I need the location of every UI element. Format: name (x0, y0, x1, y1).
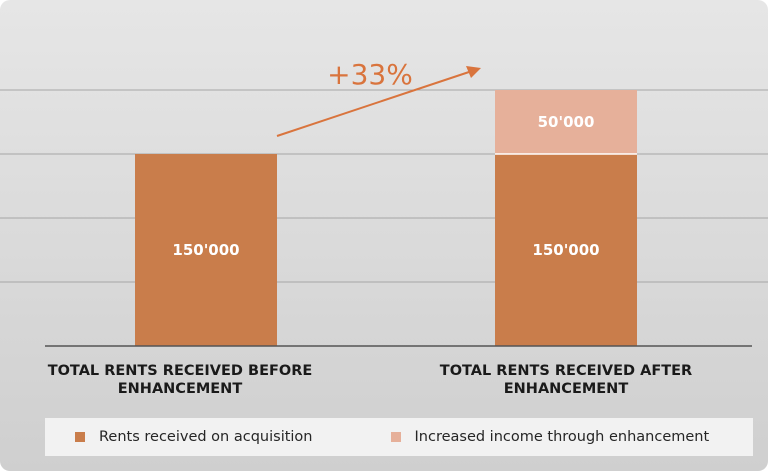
growth-annotation: +33% (276, 58, 481, 137)
legend-label-enhancement: Increased income through enhancement (414, 429, 710, 445)
category-label-0-line-1: ENHANCEMENT (118, 381, 243, 397)
bar-acquisition-1 (495, 154, 637, 346)
legend-label-acquisition: Rents received on acquisition (99, 429, 313, 445)
legend-item-enhancement: Increased income through enhancement (390, 429, 710, 445)
bars (135, 90, 637, 346)
category-label-1-line-0: TOTAL RENTS RECEIVED AFTER (440, 363, 692, 379)
legend-item-acquisition: Rents received on acquisition (75, 429, 313, 445)
bar-enhancement-1 (495, 90, 637, 154)
bar-acquisition-0 (135, 154, 277, 346)
legend-swatch-acquisition (75, 432, 85, 442)
legend: Rents received on acquisition Increased … (45, 418, 753, 456)
category-labels: TOTAL RENTS RECEIVED BEFORE ENHANCEMENT TO… (48, 363, 692, 397)
data-label-1-1: 50'000 (538, 113, 595, 131)
category-label-1-line-1: ENHANCEMENT (504, 381, 629, 397)
data-label-0-1: 150'000 (532, 241, 599, 259)
category-label-0-line-0: TOTAL RENTS RECEIVED BEFORE (48, 363, 313, 379)
legend-swatch-enhancement (390, 432, 401, 442)
data-label-0-0: 150'000 (172, 241, 239, 259)
growth-arrow-head (466, 66, 481, 78)
gridlines (0, 89, 768, 283)
growth-percentage-label: +33% (327, 58, 413, 91)
growth-arrow-line (276, 70, 473, 137)
data-labels: 150'000 150'000 50'000 (172, 113, 599, 259)
